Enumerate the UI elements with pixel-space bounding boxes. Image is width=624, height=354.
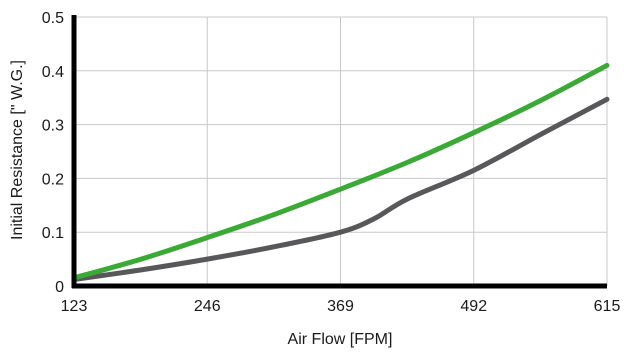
x-tick-label: 369 [327,298,354,315]
x-tick-label: 615 [594,298,621,315]
tick-labels: 123 246 369 492 615 0 0.1 0.2 0.3 0.4 0.5 [42,10,621,315]
series-line-1 [71,62,610,281]
y-tick-label: 0.1 [42,225,64,242]
y-tick-label: 0 [55,279,64,296]
series-line-2 [71,96,610,283]
series-lines [71,62,610,283]
y-tick-label: 0.5 [42,10,64,27]
y-axis-title: Initial Resistance [" W.G.] [9,60,26,240]
y-tick-label: 0.2 [42,171,64,188]
x-tick-label: 492 [460,298,487,315]
axes [71,15,607,289]
y-tick-label: 0.4 [42,64,64,81]
x-tick-label: 246 [194,298,221,315]
x-tick-label: 123 [61,298,88,315]
y-tick-label: 0.3 [42,118,64,135]
grid [74,16,608,286]
x-axis-title: Air Flow [FPM] [288,331,393,348]
